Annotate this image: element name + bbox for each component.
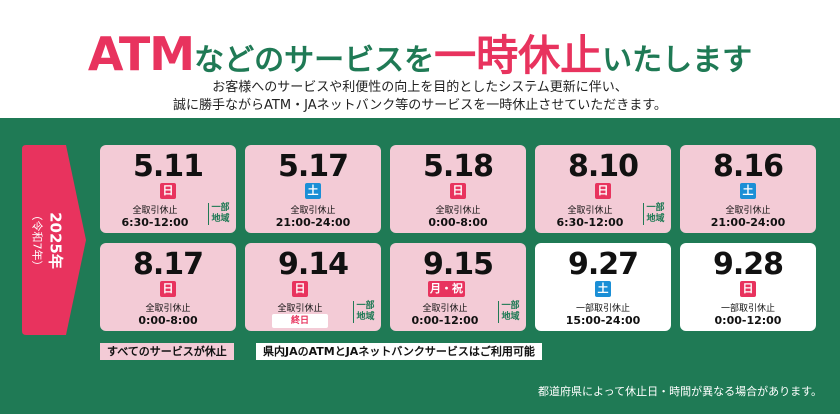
card-time: 21:00-24:00 — [710, 216, 786, 229]
weekday-badge: 日 — [595, 183, 611, 199]
weekday-badge: 土 — [595, 281, 611, 297]
card-date: 8.16 — [712, 149, 784, 184]
card-time: 6:30-12:00 — [121, 216, 189, 229]
all-day-label: 終日 — [272, 314, 328, 328]
weekday-badge: 日 — [160, 183, 176, 199]
weekday-badge: 月・祝 — [428, 281, 465, 297]
card-0914: 9.14 日 全取引休止 終日 一部地域 — [245, 243, 381, 331]
weekday-badge: 土 — [740, 183, 756, 199]
year-tab-arrow — [22, 145, 86, 335]
card-status: 全取引休止 — [435, 206, 481, 216]
card-time: 0:00-12:00 — [714, 314, 782, 327]
card-0928: 9.28 日 一部取引休止 0:00-12:00 — [680, 243, 816, 331]
headline-atm: ATM — [87, 27, 195, 81]
card-date: 9.14 — [277, 247, 349, 282]
card-0816: 8.16 土 全取引休止 21:00-24:00 — [680, 145, 816, 233]
card-status: 全取引休止 — [567, 206, 613, 216]
card-note: 一部地域 — [208, 203, 230, 225]
card-date: 8.10 — [567, 149, 639, 184]
headline-stop: 一時休止 — [434, 31, 603, 80]
card-time: 15:00-24:00 — [565, 314, 641, 327]
card-time: 0:00-8:00 — [428, 216, 488, 229]
card-status: 全取引休止 — [725, 206, 771, 216]
card-note: 一部地域 — [498, 301, 520, 323]
card-date: 5.11 — [132, 149, 204, 184]
year-text: 2025年 （令和7年） — [22, 145, 74, 335]
card-time: 0:00-8:00 — [138, 314, 198, 327]
card-date: 9.28 — [712, 247, 784, 282]
headline-end: いたします — [602, 43, 753, 78]
weekday-badge: 土 — [305, 183, 321, 199]
card-status: 一部取引休止 — [575, 304, 630, 314]
year-tab: 2025年 （令和7年） — [22, 145, 86, 335]
card-note: 一部地域 — [353, 301, 375, 323]
card-status: 全取引休止 — [132, 206, 178, 216]
card-0817: 8.17 日 全取引休止 0:00-8:00 — [100, 243, 236, 331]
card-status: 全取引休止 — [277, 304, 323, 314]
card-date: 5.17 — [277, 149, 349, 184]
subtext-line-1: お客様へのサービスや利便性の向上を目的としたシステム更新に伴い、 — [212, 80, 628, 95]
legend-all-services: すべてのサービスが休止 — [100, 343, 234, 360]
card-note: 一部地域 — [643, 203, 665, 225]
weekday-badge: 日 — [160, 281, 176, 297]
all-day-badge: 終日 — [245, 314, 355, 328]
headline: ATMなどのサービスを一時休止いたします — [0, 22, 840, 83]
footnote: 都道府県によって休止日・時間が異なる場合があります。 — [537, 385, 822, 398]
card-status: 全取引休止 — [290, 206, 336, 216]
card-0517: 5.17 土 全取引休止 21:00-24:00 — [245, 145, 381, 233]
card-date: 9.27 — [567, 247, 639, 282]
card-status: 一部取引休止 — [720, 304, 775, 314]
card-0927: 9.27 土 一部取引休止 15:00-24:00 — [535, 243, 671, 331]
card-date: 8.17 — [132, 247, 204, 282]
legend-partial-services: 県内JAのATMとJAネットバンクサービスはご利用可能 — [256, 343, 542, 360]
card-0915: 9.15 月・祝 全取引休止 0:00-12:00 一部地域 — [390, 243, 526, 331]
card-time: 6:30-12:00 — [556, 216, 624, 229]
weekday-badge: 日 — [450, 183, 466, 199]
card-0511: 5.11 日 全取引休止 6:30-12:00 一部地域 — [100, 145, 236, 233]
card-status: 全取引休止 — [422, 304, 468, 314]
subtext-line-2: 誠に勝手ながらATM・JAネットバンク等のサービスを一時休止させていただきます。 — [173, 98, 667, 113]
card-0518: 5.18 日 全取引休止 0:00-8:00 — [390, 145, 526, 233]
headline-mid: などのサービスを — [194, 43, 435, 78]
weekday-badge: 日 — [740, 281, 756, 297]
era-label: （令和7年） — [30, 209, 44, 271]
weekday-badge: 日 — [292, 281, 308, 297]
header-area: ATMなどのサービスを一時休止いたします お客様へのサービスや利便性の向上を目的… — [0, 0, 840, 118]
card-date: 9.15 — [422, 247, 494, 282]
year-label: 2025年 — [46, 211, 65, 269]
card-status: 全取引休止 — [145, 304, 191, 314]
card-date: 5.18 — [422, 149, 494, 184]
card-time: 0:00-12:00 — [411, 314, 479, 327]
card-0810: 8.10 日 全取引休止 6:30-12:00 一部地域 — [535, 145, 671, 233]
card-time: 21:00-24:00 — [275, 216, 351, 229]
